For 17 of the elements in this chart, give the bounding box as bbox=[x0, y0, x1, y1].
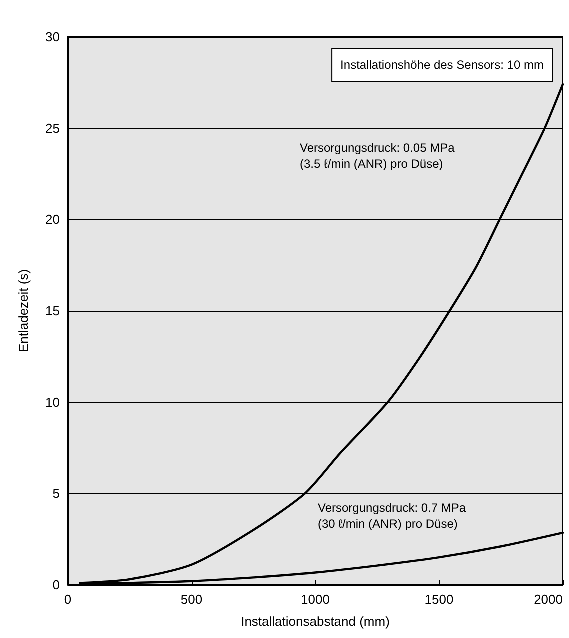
annotation: Versorgungsdruck: 0.05 MPa (3.5 ℓ/min (ANR) pro Düse) bbox=[300, 141, 456, 171]
annotation: Installationshöhe des Sensors: 10 mm bbox=[340, 58, 544, 72]
x-tick-label: 2000 bbox=[534, 592, 563, 607]
y-tick-label: 30 bbox=[46, 30, 60, 44]
y-tick-label: 10 bbox=[46, 394, 60, 410]
y-tick-label: 15 bbox=[46, 304, 60, 318]
x-tick-label: 500 bbox=[180, 592, 203, 607]
y-tick-label: 5 bbox=[52, 486, 60, 502]
y-tick-label: 25 bbox=[46, 120, 60, 136]
y-tick-label: 20 bbox=[46, 212, 60, 228]
x-axis-title: Installationsabstand (mm) bbox=[241, 614, 390, 629]
x-tick-label: 0 bbox=[64, 592, 72, 607]
x-tick-label: 1000 bbox=[301, 592, 330, 607]
annotation: Versorgungsdruck: 0.7 MPa (30 ℓ/min (ANR) pro Düse) bbox=[318, 501, 466, 531]
y-tick-label: 0 bbox=[52, 578, 60, 592]
y-axis-title: Entladezeit (s) bbox=[16, 269, 31, 353]
x-tick-label: 1500 bbox=[424, 592, 454, 607]
